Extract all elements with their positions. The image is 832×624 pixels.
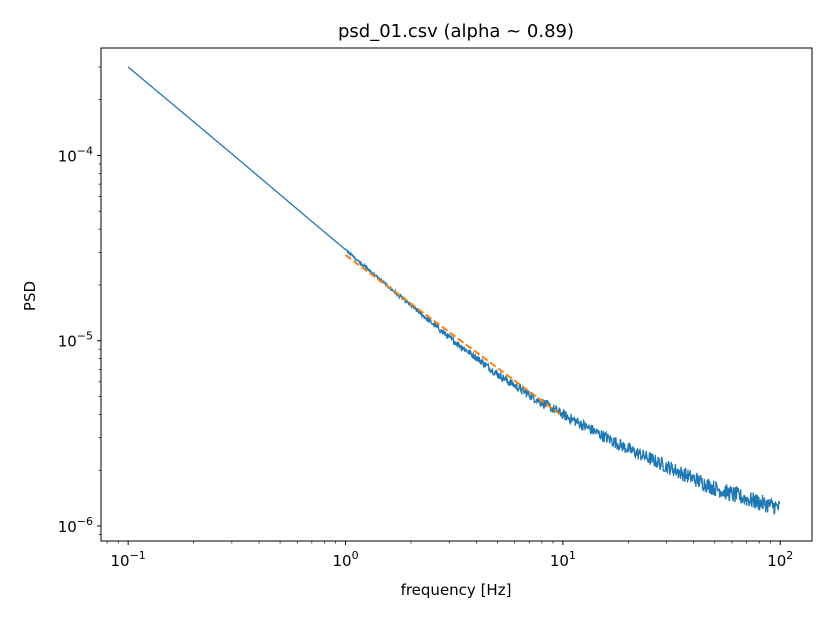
y-tick-label: 10−4	[58, 144, 93, 165]
y-tick-label: 10−6	[58, 515, 93, 536]
plot-frame	[100, 47, 813, 542]
y-tick-label: 10−5	[58, 330, 93, 351]
chart-title: psd_01.csv (alpha ~ 0.89)	[338, 21, 574, 42]
x-tick-label: 101	[550, 549, 576, 570]
series-line-1	[127, 66, 781, 515]
plot-background	[101, 48, 812, 541]
x-tick-label: 10−1	[111, 549, 146, 570]
y-axis-label: PSD	[21, 281, 39, 311]
series-layer	[127, 66, 781, 515]
y-axis: 10−6 10−5 10−4	[58, 66, 101, 536]
x-axis: 10−1 100 101 102	[106, 541, 793, 570]
x-tick-label: 102	[767, 549, 793, 570]
x-axis-label: frequency [Hz]	[401, 581, 512, 599]
series-line-2	[344, 254, 564, 418]
x-tick-label: 100	[332, 549, 358, 570]
